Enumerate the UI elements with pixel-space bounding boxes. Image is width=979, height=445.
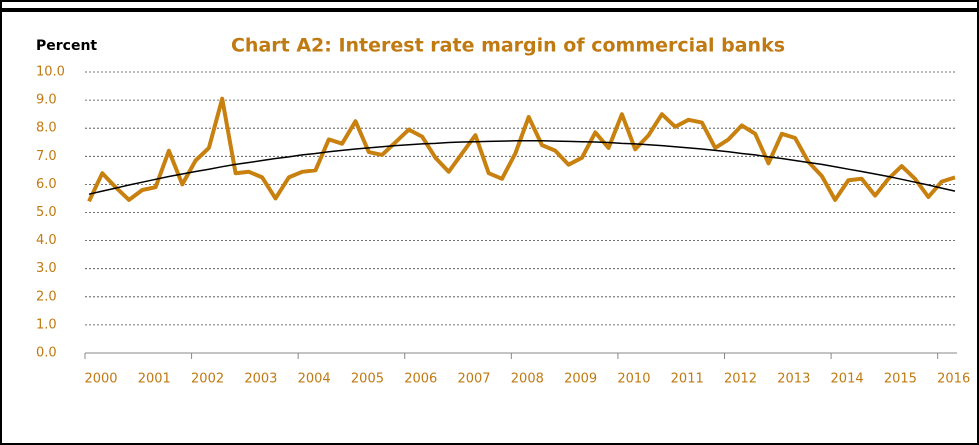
data-line (87, 96, 956, 203)
x-tick-label: 2009 (564, 372, 597, 387)
x-tick-label: 2004 (298, 372, 331, 387)
x-tick-label: 2005 (351, 372, 384, 387)
x-tick-label: 2002 (191, 372, 224, 387)
y-axis-label: Percent (36, 38, 97, 54)
y-tick-label: 5.0 (36, 205, 57, 220)
y-tick-label: 3.0 (36, 261, 57, 276)
x-tick-label: 2007 (457, 372, 490, 387)
y-tick-label: 6.0 (36, 177, 57, 192)
frame (0, 10, 979, 445)
y-tick-label: 2.0 (36, 289, 57, 304)
x-tick-label: 2000 (84, 372, 117, 387)
chart-title: Chart A2: Interest rate margin of commer… (231, 35, 785, 57)
y-tick-label: 1.0 (36, 317, 57, 332)
x-tick-label: 2014 (831, 372, 864, 387)
x-tick-label: 2016 (937, 372, 970, 387)
x-tick-label: 2010 (617, 372, 650, 387)
y-tick-label: 8.0 (36, 121, 57, 136)
y-tick-label: 10.0 (36, 65, 65, 80)
trend-line (88, 140, 956, 195)
y-tick-label: 4.0 (36, 233, 57, 248)
y-tick-label: 0.0 (36, 346, 57, 361)
x-tick-label: 2008 (511, 372, 544, 387)
top-strip (0, 0, 979, 10)
y-tick-label: 7.0 (36, 149, 57, 164)
x-tick-label: 2003 (244, 372, 277, 387)
x-tick-label: 2011 (671, 372, 704, 387)
y-tick-label: 9.0 (36, 93, 57, 108)
x-tick-label: 2015 (884, 372, 917, 387)
x-tick-label: 2006 (404, 372, 437, 387)
x-tick-label: 2013 (777, 372, 810, 387)
x-tick-label: 2001 (138, 372, 171, 387)
x-tick-label: 2012 (724, 372, 757, 387)
